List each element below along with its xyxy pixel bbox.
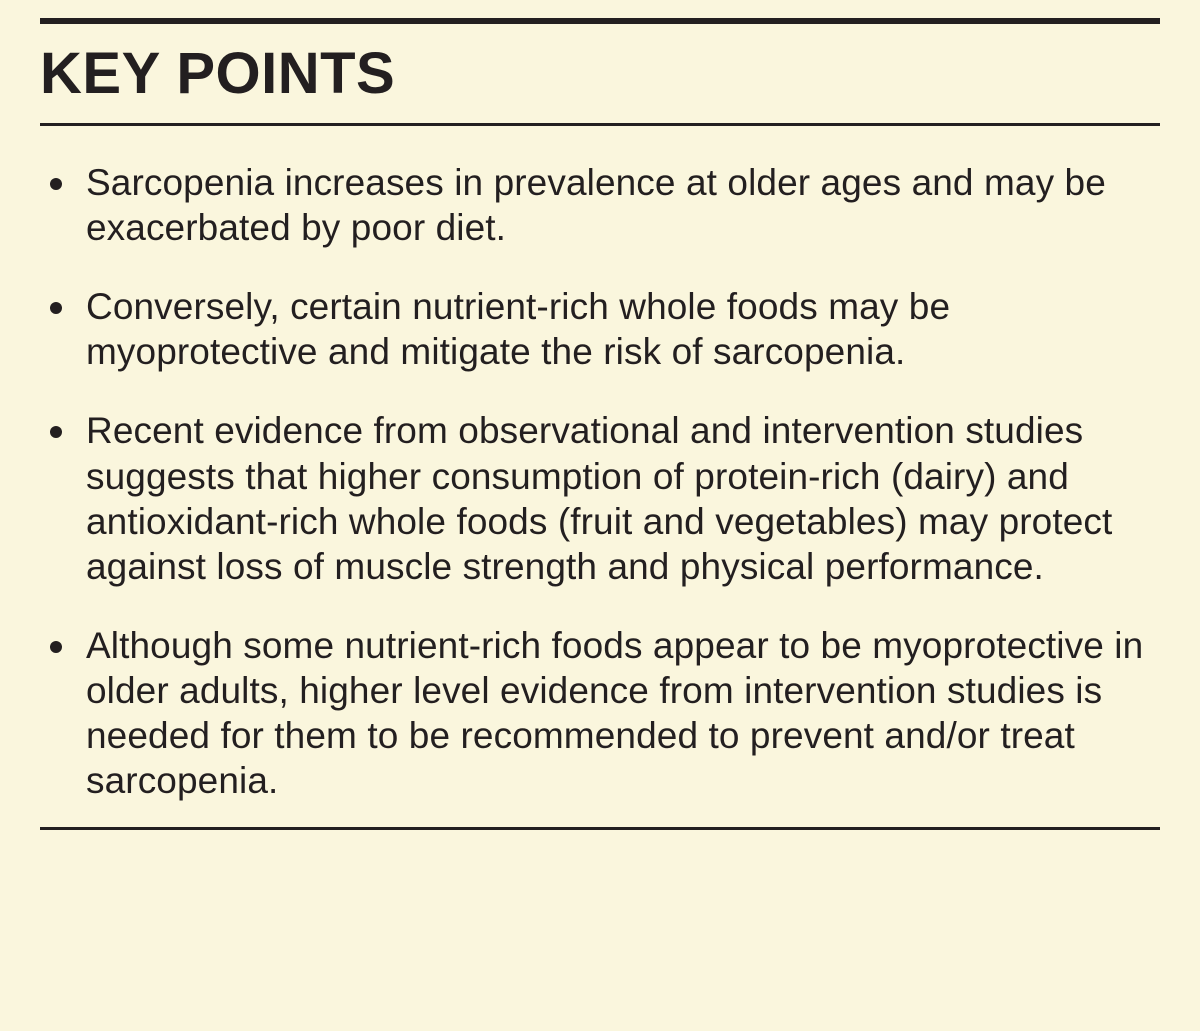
top-rule	[40, 18, 1160, 24]
list-item: Recent evidence from observational and i…	[44, 408, 1156, 589]
mid-rule	[40, 123, 1160, 126]
bullet-text: Although some nutrient-rich foods appear…	[86, 625, 1143, 801]
bullet-text: Recent evidence from observational and i…	[86, 410, 1112, 586]
list-item: Conversely, certain nutrient-rich whole …	[44, 284, 1156, 374]
key-points-panel: KEY POINTS Sarcopenia increases in preva…	[0, 0, 1200, 1031]
bullet-text: Sarcopenia increases in prevalence at ol…	[86, 162, 1106, 248]
list-item: Although some nutrient-rich foods appear…	[44, 623, 1156, 804]
bullet-list: Sarcopenia increases in prevalence at ol…	[40, 160, 1160, 804]
bottom-rule	[40, 827, 1160, 830]
panel-title: KEY POINTS	[40, 44, 1160, 105]
bullet-text: Conversely, certain nutrient-rich whole …	[86, 286, 950, 372]
list-item: Sarcopenia increases in prevalence at ol…	[44, 160, 1156, 250]
